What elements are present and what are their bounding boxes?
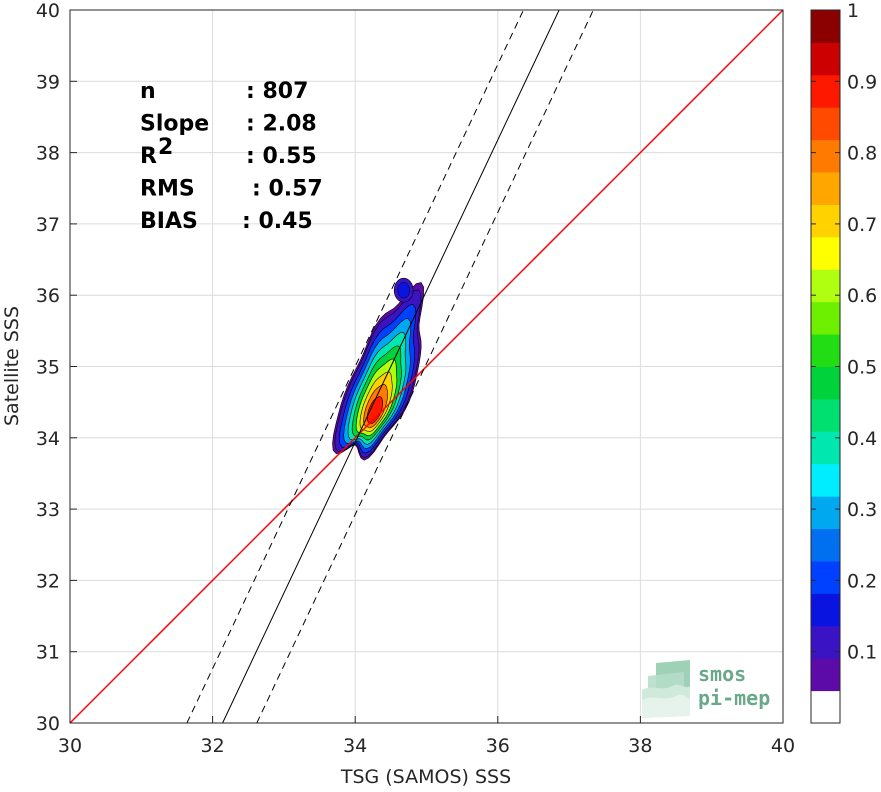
colorbar-tick-label: 0.6 [847, 285, 877, 307]
x-tick-label: 38 [628, 735, 652, 757]
stat-value: : 2.08 [246, 112, 317, 137]
colorbar-tick-label: 1 [847, 0, 859, 22]
grid [69, 9, 784, 724]
logo: smos pi-mep [642, 660, 770, 718]
stat-label: R [140, 144, 157, 169]
y-tick-label: 30 [36, 713, 60, 735]
colorbar-segment [811, 10, 840, 43]
colorbar-segment [811, 139, 840, 173]
colorbar-tick-label: 0.1 [847, 642, 877, 664]
colorbar-segment [811, 528, 840, 562]
colorbar: 0.1 0.2 0.3 0.4 0.5 0.6 0.7 0.8 0.9 1 [810, 0, 877, 724]
y-tick-label: 33 [36, 499, 60, 521]
reference-line-regression [222, 10, 560, 723]
x-tick-label: 36 [486, 735, 510, 757]
density-contours [332, 277, 424, 461]
y-tick-label: 39 [36, 71, 60, 93]
y-tick-label: 38 [36, 143, 60, 165]
colorbar-segment [811, 560, 840, 594]
logo-line2: pi-mep [698, 686, 770, 710]
colorbar-segment [811, 593, 840, 627]
x-axis-title: TSG (SAMOS) SSS [340, 766, 511, 788]
colorbar-tick-label: 0.9 [847, 71, 877, 93]
density-contour-level [366, 396, 383, 424]
y-axis-title: Satellite SSS [1, 306, 23, 426]
colorbar-segment [811, 625, 840, 659]
stat-label-superscript: 2 [158, 135, 173, 160]
y-tick-label: 40 [36, 0, 60, 22]
colorbar-tick-label: 0.2 [847, 570, 877, 592]
y-tick-label: 32 [36, 570, 60, 592]
y-tick-label: 35 [36, 357, 60, 379]
reference-lines [70, 10, 783, 723]
colorbar-segment [811, 398, 840, 432]
reference-line-1:1 [70, 10, 783, 723]
colorbar-segment [811, 204, 840, 238]
stat-label: BIAS [140, 209, 198, 234]
colorbar-segment [811, 690, 840, 724]
colorbar-segment [811, 74, 840, 108]
colorbar-segment [811, 301, 840, 335]
colorbar-segment [811, 431, 840, 465]
y-tick-label: 31 [36, 642, 60, 664]
colorbar-tick-label: 0.7 [847, 214, 877, 236]
colorbar-segment [811, 463, 840, 497]
stat-value: : 0.57 [252, 177, 323, 202]
colorbar-tick-label: 0.3 [847, 499, 877, 521]
colorbar-tick-label: 0.8 [847, 143, 877, 165]
colorbar-segment [811, 334, 840, 367]
stats-box: n : 807 Slope : 2.08 R 2 : 0.55 RMS : 0.57 BIAS : … [140, 79, 323, 234]
x-axis-ticks: 30 32 34 36 38 40 [58, 716, 795, 757]
colorbar-segment [811, 107, 840, 141]
stat-label: n [140, 79, 156, 104]
x-tick-label: 34 [343, 735, 367, 757]
stat-label: RMS [140, 177, 195, 202]
colorbar-segment [811, 42, 840, 76]
colorbar-tick-label: 0.4 [847, 428, 877, 450]
colorbar-segment [811, 496, 840, 530]
x-tick-label: 40 [771, 735, 795, 757]
logo-waves-icon [642, 660, 690, 718]
stat-value: : 0.55 [246, 144, 317, 169]
colorbar-segment [811, 172, 840, 205]
colorbar-segment [811, 658, 840, 692]
colorbar-segment [811, 366, 840, 400]
stat-value: : 0.45 [242, 209, 313, 234]
y-tick-label: 37 [36, 214, 60, 236]
y-tick-label: 36 [36, 285, 60, 307]
colorbar-tick-label: 0.5 [847, 357, 877, 379]
x-tick-label: 32 [201, 735, 225, 757]
colorbar-segment [811, 236, 840, 270]
y-tick-label: 34 [36, 428, 60, 450]
y-axis-ticks: 30 31 32 33 34 35 36 37 38 39 40 [36, 0, 77, 735]
colorbar-segment [811, 269, 840, 303]
stat-label: Slope [140, 112, 209, 137]
stat-value: : 807 [246, 79, 308, 104]
logo-line1: smos [698, 662, 746, 686]
x-tick-label: 30 [58, 735, 82, 757]
density-contour-secondary-inner [397, 281, 410, 299]
